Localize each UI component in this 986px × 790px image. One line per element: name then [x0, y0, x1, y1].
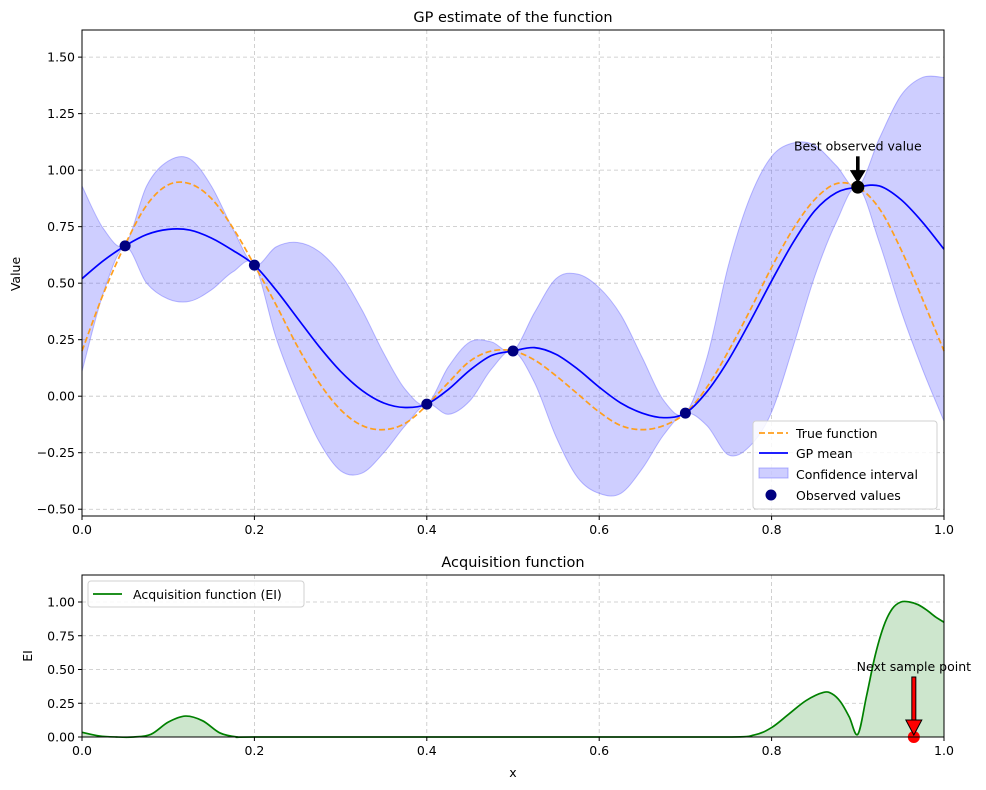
observed-point	[679, 407, 691, 419]
legend-swatch-confidence-interval	[758, 467, 789, 479]
x-tick-label: 0.0	[72, 522, 92, 537]
y-tick-label: 1.25	[47, 106, 75, 121]
legend-swatch-observed-values	[765, 489, 777, 501]
next-sample-arrow-shaft	[911, 676, 917, 722]
x-tick-label: 0.2	[244, 743, 264, 758]
x-tick-label: 0.0	[72, 743, 92, 758]
best-observed-arrow-head	[849, 170, 866, 184]
acquisition-panel-title: Acquisition function	[441, 555, 584, 571]
x-tick-label: 1.0	[934, 743, 954, 758]
gp-panel-title: GP estimate of the function	[413, 10, 612, 26]
y-tick-label: 1.00	[47, 163, 75, 178]
x-tick-label: 0.4	[417, 743, 437, 758]
y-tick-label: −0.50	[37, 502, 75, 517]
y-tick-label: 0.00	[47, 389, 75, 404]
y-tick-label: 1.00	[47, 595, 75, 610]
legend-label-observed-values: Observed values	[796, 488, 901, 503]
next-sample-annotation: Next sample point	[857, 659, 971, 674]
y-tick-label: 0.50	[47, 276, 75, 291]
acquisition-panel-frame	[81, 574, 945, 738]
acquisition-legend: Acquisition function (EI)	[87, 580, 305, 608]
acquisition-panel-xlabel: x	[509, 765, 516, 780]
x-tick-label: 0.4	[417, 522, 437, 537]
gp-panel-frame	[81, 29, 945, 517]
next-sample-arrow-head	[904, 719, 923, 737]
y-tick-label: 0.75	[47, 219, 75, 234]
gp-panel: GP estimate of the function Value Best o…	[8, 10, 954, 537]
x-tick-label: 0.6	[589, 743, 609, 758]
gp-legend-box	[752, 420, 938, 510]
best-observed-point	[851, 180, 865, 194]
y-tick-label: 0.25	[47, 696, 75, 711]
acquisition-legend-box	[87, 580, 305, 608]
x-tick-label: 0.8	[762, 743, 782, 758]
y-tick-label: 1.50	[47, 50, 75, 65]
y-tick-label: −0.25	[37, 445, 75, 460]
x-tick-label: 0.6	[589, 522, 609, 537]
y-tick-label: 0.75	[47, 628, 75, 643]
gp-panel-ylabel: Value	[8, 257, 23, 292]
acquisition-panel-ylabel: EI	[20, 650, 35, 662]
x-tick-label: 0.8	[762, 522, 782, 537]
x-tick-label: 0.2	[244, 522, 264, 537]
acquisition-line	[81, 600, 945, 739]
observed-point	[248, 259, 260, 271]
acquisition-panel: Acquisition function EI x Next sample po…	[20, 555, 971, 780]
observed-point	[119, 240, 131, 252]
gp-legend: True function GP mean Confidence interva…	[752, 420, 938, 510]
legend-label-gp-mean: GP mean	[796, 446, 853, 461]
legend-label-acquisition: Acquisition function (EI)	[133, 587, 282, 602]
observed-point	[507, 345, 519, 357]
acquisition-fill	[82, 601, 944, 738]
x-tick-label: 1.0	[934, 522, 954, 537]
legend-label-confidence-interval: Confidence interval	[796, 467, 918, 482]
y-tick-label: 0.25	[47, 332, 75, 347]
legend-label-true-function: True function	[795, 426, 878, 441]
observed-point	[421, 398, 433, 410]
best-observed-annotation: Best observed value	[794, 138, 922, 153]
y-tick-label: 0.00	[47, 730, 75, 745]
best-observed-arrow-shaft	[856, 156, 860, 172]
y-tick-label: 0.50	[47, 662, 75, 677]
